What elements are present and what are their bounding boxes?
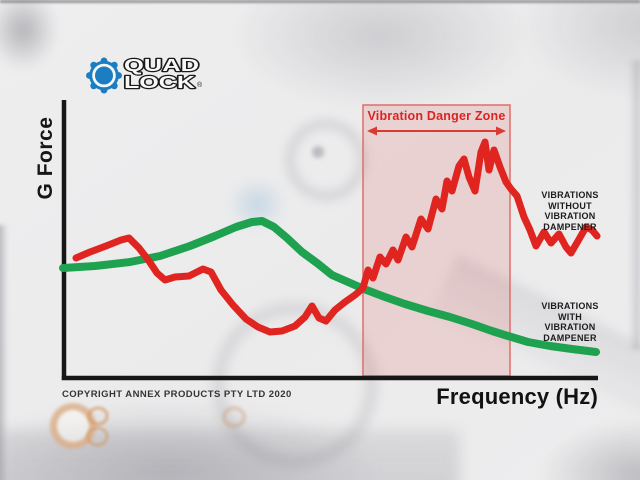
danger-zone-arrow-head-left — [367, 126, 377, 136]
y-axis-label: G Force — [34, 116, 57, 200]
logo-text-lock: LOCK — [124, 72, 196, 92]
registered-trademark-symbol: ® — [197, 81, 203, 89]
quad-lock-logo: QUAD LOCK ® — [86, 54, 203, 94]
danger-zone-arrow-head-right — [496, 126, 506, 136]
danger-zone-label: Vibration Danger Zone — [367, 109, 506, 123]
quad-lock-mount-icon — [86, 57, 122, 94]
annotation-without-dampener: VIBRATIONS WITHOUT VIBRATION DAMPENER — [541, 190, 599, 232]
x-axis-label: Frequency (Hz) — [436, 384, 598, 409]
curve-without-dampener — [72, 138, 601, 336]
curve-with-dampener — [59, 217, 600, 356]
annotation-with-dampener: VIBRATIONS WITH VIBRATION DAMPENER — [541, 301, 599, 343]
logo-text-quad: QUAD — [124, 55, 199, 75]
copyright-text: COPYRIGHT ANNEX PRODUCTS PTY LTD 2020 — [62, 389, 292, 400]
